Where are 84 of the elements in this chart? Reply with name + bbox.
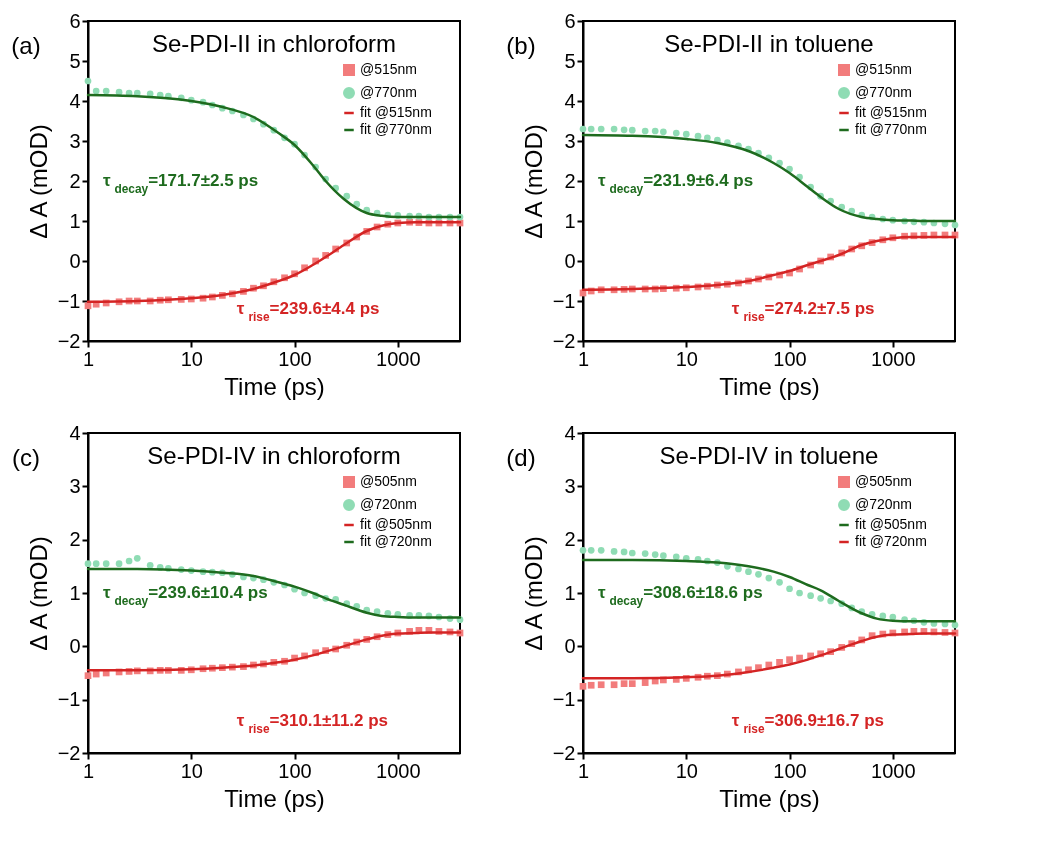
annotation: τ$_{decay}$=171.7±2.5 ps <box>102 171 259 196</box>
y-tick-label: 5 <box>69 49 81 72</box>
x-tick-label: 10 <box>180 347 203 370</box>
y-tick-label: 0 <box>69 249 81 272</box>
legend-label: fit @770nm <box>360 121 432 137</box>
x-axis-title: Time (ps) <box>719 784 820 812</box>
y-tick-label: 4 <box>564 421 576 444</box>
y-tick-label: −1 <box>552 688 576 711</box>
y-tick-label: −1 <box>57 688 81 711</box>
y-tick-label: 0 <box>69 634 81 657</box>
y-tick-label: −2 <box>552 329 576 352</box>
legend-label: @505nm <box>360 473 418 489</box>
legend-label: @770nm <box>855 84 913 100</box>
annotation: τ$_{decay}$=231.9±6.4 ps <box>597 171 754 196</box>
y-tick-label: 3 <box>69 129 81 152</box>
y-tick-label: −1 <box>57 289 81 312</box>
y-tick-label: 3 <box>69 474 81 497</box>
x-tick-label: 10 <box>180 759 203 782</box>
y-tick-label: 1 <box>69 581 81 604</box>
y-tick-label: −2 <box>57 329 81 352</box>
y-tick-label: 6 <box>69 9 81 32</box>
x-tick-label: 1000 <box>871 759 916 782</box>
x-axis-title: Time (ps) <box>224 784 325 812</box>
y-tick-label: 3 <box>564 129 576 152</box>
y-axis-title: Δ A (mOD) <box>24 536 52 651</box>
y-tick-label: 2 <box>564 528 576 551</box>
y-axis-title: Δ A (mOD) <box>24 124 52 239</box>
y-tick-label: 6 <box>564 9 576 32</box>
annotation: τ$_{rise}$=274.2±7.5 ps <box>731 299 875 324</box>
y-tick-label: −2 <box>57 741 81 764</box>
chart-title: Se-PDI-II in chloroform <box>151 30 397 57</box>
x-tick-label: 1000 <box>871 347 916 370</box>
y-tick-label: 3 <box>564 474 576 497</box>
y-tick-label: 2 <box>69 169 81 192</box>
y-tick-label: 0 <box>564 249 576 272</box>
legend-label: fit @770nm <box>855 121 927 137</box>
text: (a) <box>11 32 41 59</box>
y-tick-label: −1 <box>552 289 576 312</box>
x-tick-label: 10 <box>675 347 698 370</box>
y-axis-title: Δ A (mOD) <box>519 536 547 651</box>
legend-label: @505nm <box>855 473 913 489</box>
legend-label: @515nm <box>360 61 418 77</box>
chart-title: Se-PDI-IV in toluene <box>659 442 879 469</box>
legend-label: @720nm <box>360 496 418 512</box>
x-tick-label: 1000 <box>376 759 421 782</box>
y-tick-label: 1 <box>564 209 576 232</box>
legend-label: fit @720nm <box>360 533 432 549</box>
y-tick-label: 1 <box>69 209 81 232</box>
text: (c) <box>12 444 40 471</box>
annotation: τ$_{rise}$=310.1±11.2 ps <box>236 711 389 736</box>
legend-label: @720nm <box>855 496 913 512</box>
y-tick-label: 4 <box>69 89 81 112</box>
legend-label: @515nm <box>855 61 913 77</box>
text: (b) <box>506 32 536 59</box>
x-tick-label: 100 <box>773 759 807 782</box>
x-axis-title: Time (ps) <box>224 372 325 400</box>
x-axis-title: Time (ps) <box>719 372 820 400</box>
y-tick-label: 5 <box>564 49 576 72</box>
legend-label: fit @515nm <box>855 104 927 120</box>
y-tick-label: 4 <box>564 89 576 112</box>
chart-title: Se-PDI-IV in chloroform <box>147 442 401 469</box>
y-tick-label: 1 <box>564 581 576 604</box>
annotation: τ$_{rise}$=239.6±4.4 ps <box>236 299 380 324</box>
annotation: τ$_{decay}$=308.6±18.6 ps <box>597 583 763 608</box>
x-tick-label: 10 <box>675 759 698 782</box>
x-tick-label: 100 <box>278 759 312 782</box>
y-tick-label: 4 <box>69 421 81 444</box>
annotation: τ$_{rise}$=306.9±16.7 ps <box>731 711 885 736</box>
y-axis-title: Δ A (mOD) <box>519 124 547 239</box>
y-tick-label: −2 <box>552 741 576 764</box>
annotation: τ$_{decay}$=239.6±10.4 ps <box>102 583 268 608</box>
legend-label: fit @515nm <box>360 104 432 120</box>
x-tick-label: 100 <box>773 347 807 370</box>
text: (d) <box>506 444 536 471</box>
legend-label: fit @505nm <box>855 516 927 532</box>
y-tick-label: 2 <box>564 169 576 192</box>
y-tick-label: 0 <box>564 634 576 657</box>
legend-label: fit @720nm <box>855 533 927 549</box>
y-tick-label: 2 <box>69 528 81 551</box>
chart-title: Se-PDI-II in toluene <box>664 30 874 57</box>
legend-label: fit @505nm <box>360 516 432 532</box>
legend-label: @770nm <box>360 84 418 100</box>
x-tick-label: 1000 <box>376 347 421 370</box>
x-tick-label: 100 <box>278 347 312 370</box>
